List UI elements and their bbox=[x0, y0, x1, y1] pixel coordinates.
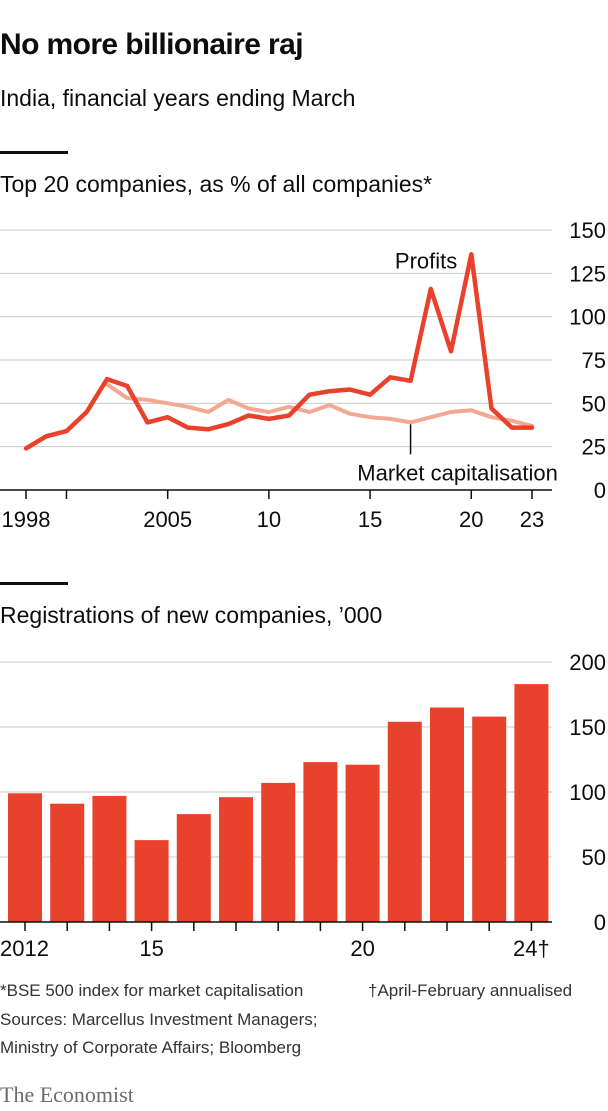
y-tick-label: 75 bbox=[582, 348, 606, 373]
y-tick-label: 150 bbox=[569, 715, 606, 740]
y-tick-label: 50 bbox=[582, 391, 606, 416]
y-tick-label: 125 bbox=[569, 261, 606, 286]
sources-line-2: Ministry of Corporate Affairs; Bloomberg bbox=[0, 1038, 302, 1057]
economist-logo: The Economist bbox=[0, 1082, 134, 1107]
bar-2023 bbox=[472, 716, 507, 922]
y-tick-label: 200 bbox=[569, 650, 606, 675]
line-chart-title: Top 20 companies, as % of all companies* bbox=[0, 171, 433, 197]
bar-2022 bbox=[430, 707, 464, 922]
x-tick-label: 15 bbox=[139, 936, 163, 961]
bar-2013 bbox=[50, 803, 85, 922]
y-tick-label: 0 bbox=[594, 910, 606, 935]
chart-title: No more billionaire raj bbox=[0, 28, 304, 61]
x-tick-label: 2005 bbox=[143, 507, 192, 532]
y-tick-label: 25 bbox=[582, 435, 606, 460]
x-tick-label: 23 bbox=[520, 507, 544, 532]
bar-2016 bbox=[176, 814, 211, 922]
line-chart: 0 25 50 75 100 125 150 1998 2005 10 15 20 23 Profits M… bbox=[0, 218, 606, 532]
series-line-profits bbox=[23, 252, 535, 451]
y-tick-label: 100 bbox=[569, 780, 606, 805]
section-rule-1 bbox=[0, 151, 68, 154]
annotation-profits: Profits bbox=[395, 248, 457, 273]
x-tick-label: 2012 bbox=[0, 936, 49, 961]
bar-chart-title: Registrations of new companies, ’000 bbox=[0, 602, 383, 628]
y-tick-label: 0 bbox=[594, 478, 606, 503]
x-tick-label: 24† bbox=[513, 936, 550, 961]
x-tick-label: 20 bbox=[350, 936, 374, 961]
y-tick-label: 150 bbox=[569, 218, 606, 243]
section-rule-2 bbox=[0, 582, 68, 585]
bar-chart: 0 50 100 150 200 2012 15 20 24† bbox=[0, 650, 606, 961]
footnote-annualised: †April-February annualised bbox=[368, 981, 573, 1000]
footnote-market-cap: *BSE 500 index for market capitalisation bbox=[0, 981, 304, 1000]
x-tick-label: 1998 bbox=[2, 507, 51, 532]
series-line-market-cap bbox=[105, 382, 534, 428]
annotation-market-cap: Market capitalisation bbox=[357, 460, 558, 485]
bar-2018 bbox=[261, 782, 296, 922]
bar-2020 bbox=[345, 764, 380, 922]
x-tick-label: 20 bbox=[459, 507, 483, 532]
x-tick-label: 10 bbox=[257, 507, 281, 532]
bar-2012 bbox=[8, 793, 42, 922]
bar-2021 bbox=[387, 721, 422, 922]
bar-2017 bbox=[219, 797, 253, 922]
bar-2019 bbox=[303, 762, 338, 922]
chart-subtitle: India, financial years ending March bbox=[0, 85, 356, 111]
bar-2014 bbox=[92, 795, 127, 922]
bar-2024 bbox=[514, 684, 549, 922]
y-tick-label: 100 bbox=[569, 305, 606, 330]
sources-line-1: Sources: Marcellus Investment Managers; bbox=[0, 1010, 318, 1029]
bar-2015 bbox=[134, 840, 169, 922]
x-tick-label: 15 bbox=[358, 507, 382, 532]
y-tick-label: 50 bbox=[582, 845, 606, 870]
